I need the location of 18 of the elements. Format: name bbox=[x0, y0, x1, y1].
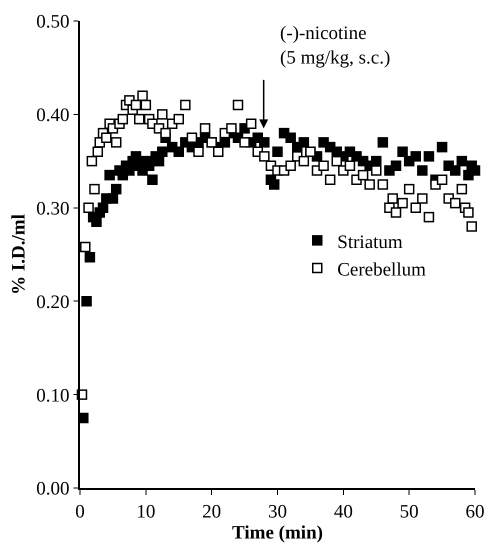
legend-label: Striatum bbox=[337, 232, 403, 253]
y-axis-title: % I.D./ml bbox=[8, 214, 30, 295]
legend-label: Cerebellum bbox=[337, 259, 426, 280]
x-tick-label: 60 bbox=[466, 502, 484, 523]
x-tick-label: 50 bbox=[400, 502, 419, 523]
y-tick-label: 0.50 bbox=[36, 12, 70, 33]
y-tick-label: 0.00 bbox=[36, 478, 70, 500]
annotation: (-)-nicotine (5 mg/kg, s.c.) bbox=[280, 23, 390, 69]
x-tick-label: 20 bbox=[202, 502, 222, 523]
x-tick-label: 10 bbox=[136, 502, 156, 523]
x-tick-label: 30 bbox=[268, 502, 287, 523]
y-tick-label: 0.10 bbox=[36, 385, 70, 406]
y-tick-label: 0.20 bbox=[36, 292, 70, 313]
x-tick-label: 40 bbox=[334, 502, 353, 523]
x-tick-label: 0 bbox=[75, 502, 85, 523]
x-axis-title: Time (min) bbox=[232, 522, 323, 544]
y-tick-label: 0.40 bbox=[36, 105, 70, 126]
y-tick-label: 0.30 bbox=[36, 198, 70, 220]
